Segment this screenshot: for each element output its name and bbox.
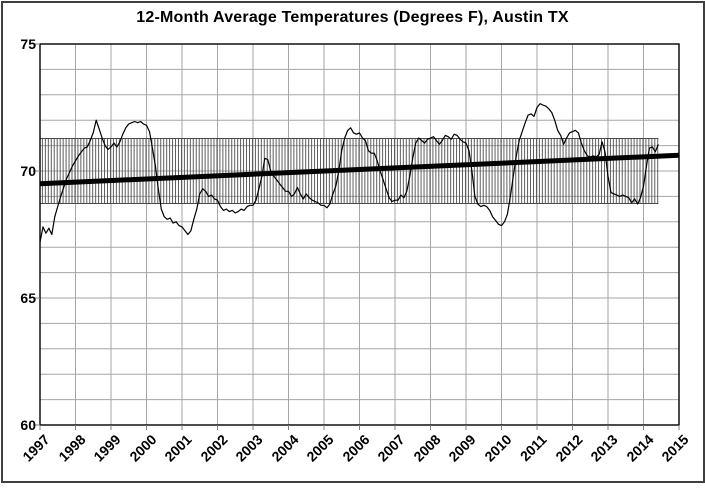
- trend-line: [39, 152, 680, 187]
- y-axis-tick-label: 65: [20, 290, 36, 306]
- y-axis-tick-label: 60: [20, 417, 36, 433]
- chart-title: 12-Month Average Temperatures (Degrees F…: [136, 9, 569, 26]
- y-axis-tick-label: 75: [20, 36, 36, 52]
- y-axis-tick-label: 70: [20, 163, 36, 179]
- temperature-series-line: [39, 103, 659, 243]
